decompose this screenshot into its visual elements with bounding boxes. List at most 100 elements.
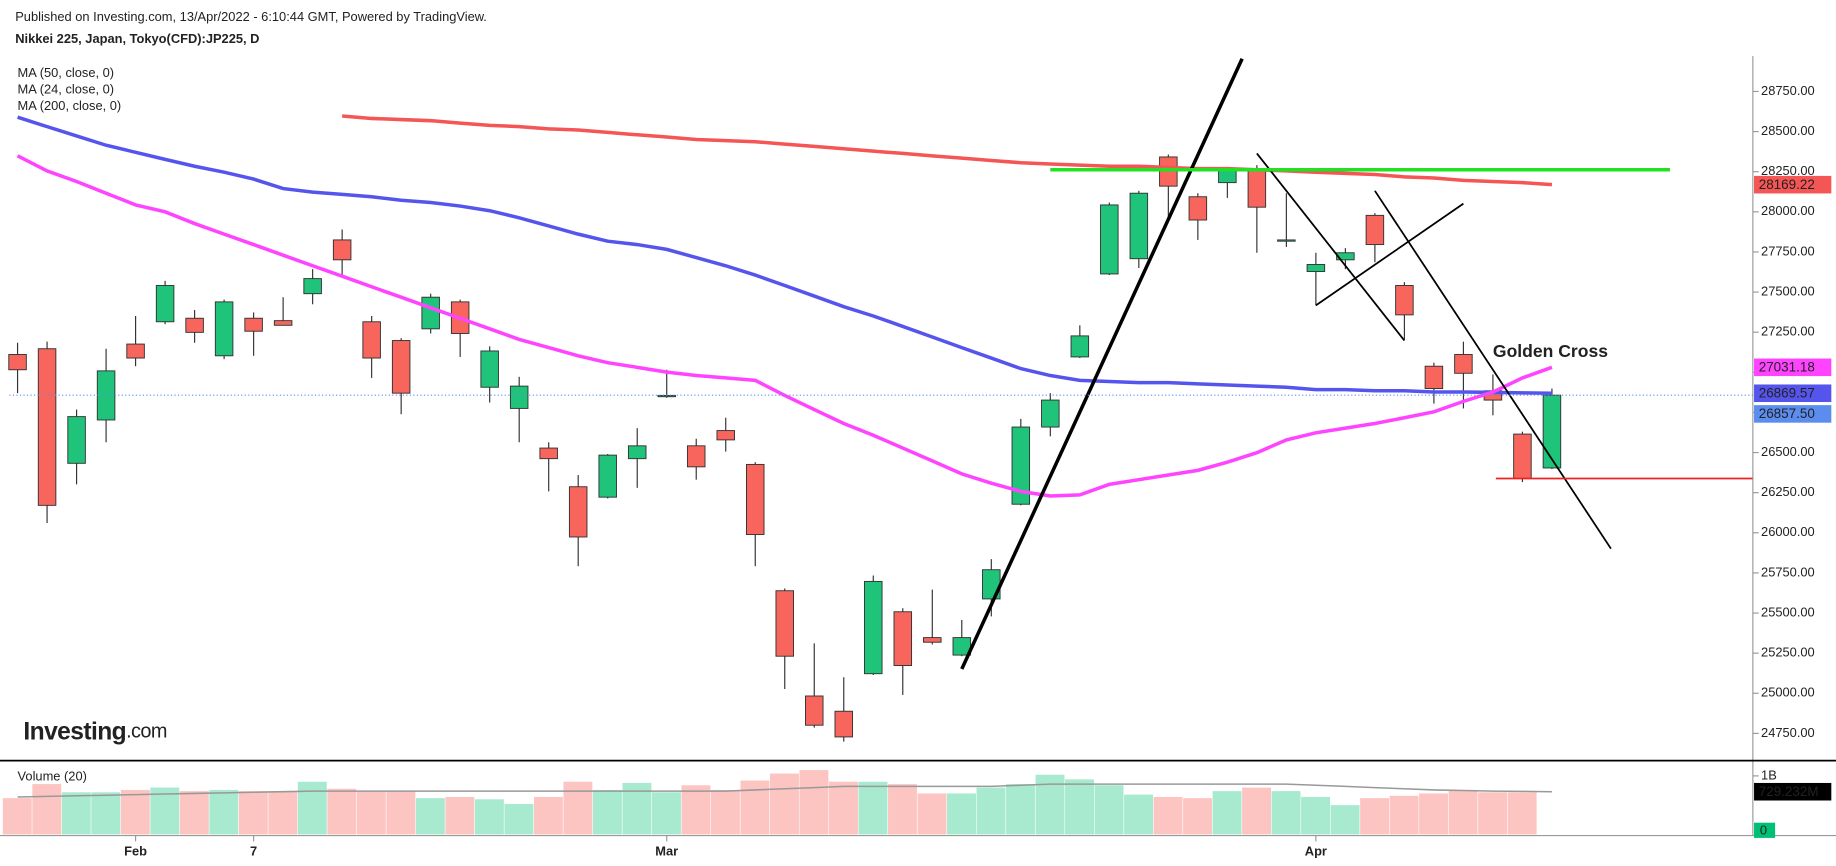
candle-body — [273, 320, 293, 326]
y-tick-label: 25750.00 — [1761, 564, 1815, 579]
candle-body — [214, 301, 234, 357]
volume-bar — [1242, 787, 1272, 835]
candle-body — [155, 285, 175, 323]
candle-body — [421, 296, 440, 330]
ma-line — [341, 114, 1553, 187]
volume-bar — [504, 803, 534, 835]
volume-ma-line — [17, 783, 1552, 798]
trend-line — [1256, 152, 1406, 342]
volume-bar — [1478, 792, 1508, 835]
volume-bar — [297, 781, 327, 835]
annotation: Golden Cross — [1493, 341, 1608, 361]
price-tag: 27031.18 — [1759, 359, 1815, 374]
volume-bar — [1448, 789, 1478, 835]
volume-bar — [710, 789, 740, 835]
volume-bar — [327, 788, 357, 835]
y-tick-label: 25250.00 — [1761, 645, 1815, 660]
volume-bar — [829, 781, 858, 835]
candle-body — [362, 321, 381, 359]
candle-body — [1011, 426, 1031, 505]
volume-bar — [1094, 785, 1124, 835]
logo: Investing.com — [23, 718, 166, 745]
price-tag: 28169.22 — [1759, 177, 1815, 192]
candle-body — [37, 348, 57, 506]
volume-bar — [651, 792, 681, 835]
volume-bar — [947, 793, 976, 835]
candle-body — [686, 445, 706, 468]
candle-body — [244, 317, 263, 332]
candle-body — [126, 343, 145, 359]
y-tick-label: 27250.00 — [1761, 324, 1815, 339]
volume-bar — [61, 792, 91, 835]
price-tag-box — [1754, 358, 1832, 377]
y-tick-label: 24750.00 — [1761, 725, 1815, 740]
volume-bar — [1153, 796, 1183, 835]
y-tick-label: 28250.00 — [1761, 163, 1815, 178]
volume-bar — [1124, 794, 1154, 835]
volume-bar — [209, 789, 239, 835]
candle-body — [1100, 204, 1119, 275]
candle-body — [893, 611, 913, 666]
volume-ma-tag-box — [1754, 782, 1832, 801]
volume-bar — [858, 781, 888, 835]
legend-entry: MA (50, close, 0) — [18, 65, 115, 80]
trend-line — [1374, 190, 1612, 550]
candle-body — [775, 590, 794, 657]
candle-body — [805, 695, 824, 726]
candle-body — [627, 445, 647, 460]
candle-body — [185, 317, 204, 333]
price-pane — [8, 58, 1753, 742]
volume-bar — [179, 791, 209, 835]
candle-body — [391, 340, 411, 394]
volume-title: Volume (20) — [18, 768, 87, 783]
volume-bar — [681, 785, 711, 835]
volume-bar — [445, 796, 475, 835]
candle-body — [480, 350, 499, 388]
volume-bar — [32, 784, 62, 835]
candle-body — [923, 637, 942, 643]
candle-body — [1454, 354, 1473, 374]
volume-bar — [386, 791, 416, 835]
volume-bar — [474, 799, 504, 835]
volume-tick-label: 1B — [1761, 767, 1777, 782]
volume-bar — [356, 791, 386, 835]
y-tick-label: 27500.00 — [1761, 283, 1815, 298]
price-tag-box — [1754, 384, 1832, 403]
logo-text: Investing — [23, 718, 126, 745]
volume-tag: 0 — [1760, 822, 1767, 837]
candle-body — [1336, 252, 1355, 261]
ma-line — [17, 115, 1552, 396]
volume-bar — [150, 787, 180, 835]
chart-title: Nikkei 225, Japan, Tokyo(CFD):JP225, D — [15, 31, 259, 46]
volume-bar — [917, 793, 947, 835]
candle-body — [509, 385, 529, 409]
candle-body — [1424, 365, 1444, 389]
y-tick-label: 28000.00 — [1761, 203, 1815, 218]
volume-bar — [1360, 798, 1390, 835]
volume-tag-box — [1754, 822, 1776, 838]
candle-body — [1513, 433, 1532, 480]
trend-line — [960, 58, 1244, 670]
candle-body — [716, 430, 735, 441]
candle-body — [1070, 335, 1090, 358]
volume-bar — [1507, 792, 1537, 835]
volume-bar — [1419, 793, 1449, 835]
candle-body — [1159, 156, 1178, 187]
candle-body — [745, 463, 765, 536]
volume-bar — [2, 798, 32, 835]
candle-body — [1247, 169, 1267, 208]
x-tick-label: 7 — [250, 843, 257, 858]
candle-body — [1395, 285, 1414, 316]
y-tick-label: 28500.00 — [1761, 123, 1815, 138]
legend-entry: MA (200, close, 0) — [18, 98, 122, 113]
volume-bar — [238, 791, 268, 835]
close-tag-box — [1754, 405, 1832, 423]
y-tick-label: 28750.00 — [1761, 83, 1815, 98]
candle-body — [67, 416, 86, 464]
candle-body — [1365, 214, 1385, 246]
y-tick-label: 27750.00 — [1761, 243, 1815, 258]
volume-bar — [799, 770, 829, 835]
volume-bar — [740, 780, 770, 835]
volume-bar — [1271, 791, 1301, 835]
